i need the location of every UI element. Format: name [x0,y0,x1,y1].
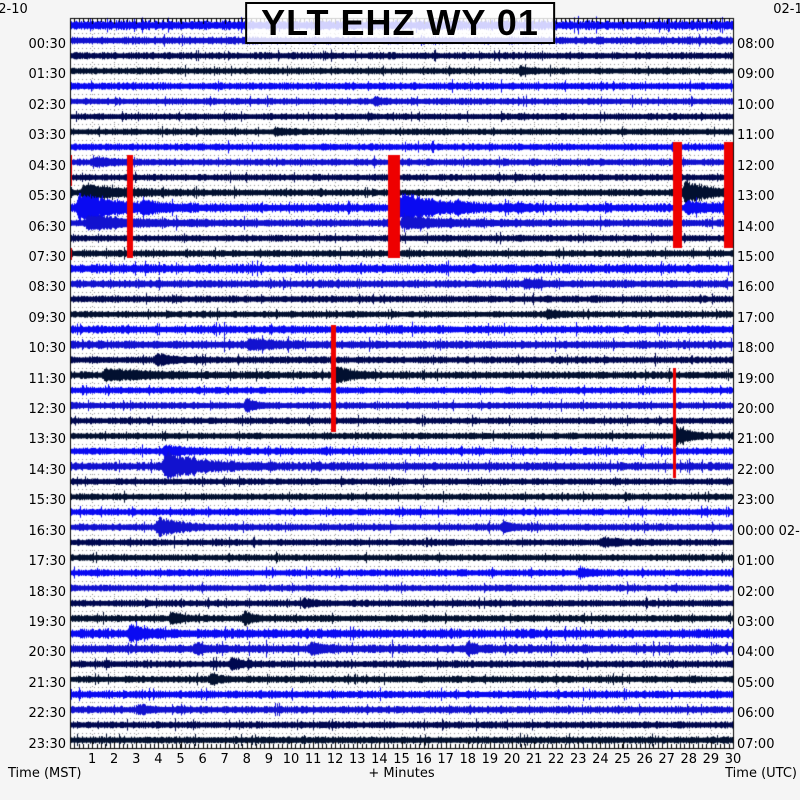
time-label-mst: 15:30 [28,493,66,509]
time-label-mst: 02:30 [28,97,66,113]
time-label-utc: 09:00 [737,67,775,83]
time-label-utc: 17:00 [737,310,775,326]
time-label-mst: 19:30 [28,614,66,630]
minute-label: 19 [481,752,499,767]
minute-label: 13 [349,752,366,767]
minute-label: 5 [176,752,185,767]
minute-label: 18 [459,752,477,767]
time-label-utc: 20:00 [737,402,775,417]
time-label-utc: 00:00 02-11 [737,523,800,539]
time-label-mst: 13:30 [28,432,66,448]
minute-label: 23 [570,752,587,767]
time-label-mst: 16:30 [28,523,66,539]
time-label-mst: 09:30 [28,310,66,326]
minute-label: 27 [658,752,675,767]
minute-label: 11 [304,752,322,767]
time-label-mst: 21:30 [28,675,66,691]
minute-label: 22 [547,752,565,767]
minute-label: 30 [724,752,742,767]
start-date-label: 02-10 [0,2,28,17]
time-label-mst: 07:30 [28,249,66,265]
time-label-utc: 02:00 [737,584,775,600]
time-label-mst: 12:30 [28,402,66,417]
minute-label: 12 [326,752,344,767]
time-label-mst: 10:30 [28,341,66,357]
minute-label: 17 [437,752,454,767]
minute-label: 24 [592,752,609,767]
time-label-utc: 13:00 [737,189,775,205]
time-label-utc: 23:00 [737,493,775,509]
minutes-axis-caption: + Minutes [368,766,435,781]
minute-label: 1 [87,752,97,767]
time-label-mst: 11:30 [28,371,66,387]
minute-label: 6 [198,752,207,767]
time-label-mst: 20:30 [28,645,66,661]
mst-axis-caption: Time (MST) [8,766,82,781]
time-label-utc: 06:00 [737,706,775,722]
time-label-utc: 18:00 [737,341,775,357]
time-label-mst: 00:30 [28,37,66,52]
minute-label: 15 [393,752,410,767]
time-label-mst: 17:30 [28,554,66,570]
utc-axis-caption: Time (UTC) [725,766,797,781]
time-label-mst: 04:30 [28,158,66,174]
minute-label: 21 [525,752,543,767]
minute-label: 25 [614,752,631,767]
time-label-mst: 22:30 [28,706,66,722]
time-label-utc: 16:00 [737,280,775,296]
time-label-utc: 10:00 [737,97,775,113]
minute-label: 20 [503,752,521,767]
time-label-utc: 12:00 [737,158,775,174]
time-label-mst: 23:30 [28,736,66,752]
minute-label: 14 [371,752,388,767]
time-label-utc: 03:00 [737,614,775,630]
time-label-mst: 03:30 [28,128,66,144]
minute-label: 7 [220,752,229,767]
end-date-label: 02-11 [773,2,800,17]
time-label-utc: 22:00 [737,462,775,478]
time-label-mst: 06:30 [28,219,66,235]
time-label-utc: 19:00 [737,371,775,387]
time-label-mst: 18:30 [28,584,66,600]
time-label-utc: 14:00 [737,219,775,235]
time-label-mst: 14:30 [28,462,66,478]
time-label-utc: 07:00 [737,736,775,752]
minute-label: 2 [110,752,119,767]
minute-label: 26 [636,752,653,767]
minute-label: 8 [242,752,251,767]
minute-label: 4 [154,752,163,767]
time-label-utc: 05:00 [737,675,775,691]
time-label-mst: 01:30 [28,67,66,83]
time-label-mst: 05:30 [28,189,66,205]
minute-label: 10 [282,752,300,767]
time-label-utc: 21:00 [737,432,775,448]
station-title: YLT EHZ WY 01 [245,2,555,44]
time-label-utc: 15:00 [737,249,775,265]
time-label-utc: 08:00 [737,37,775,52]
minute-label: 9 [264,752,274,767]
minute-label: 16 [415,752,432,767]
time-label-utc: 11:00 [737,128,775,144]
minute-label: 28 [680,752,698,767]
time-label-utc: 01:00 [737,554,775,570]
time-label-utc: 04:00 [737,645,775,661]
time-label-mst: 08:30 [28,280,66,296]
minute-label: 3 [132,752,141,767]
minute-label: 29 [702,752,720,767]
